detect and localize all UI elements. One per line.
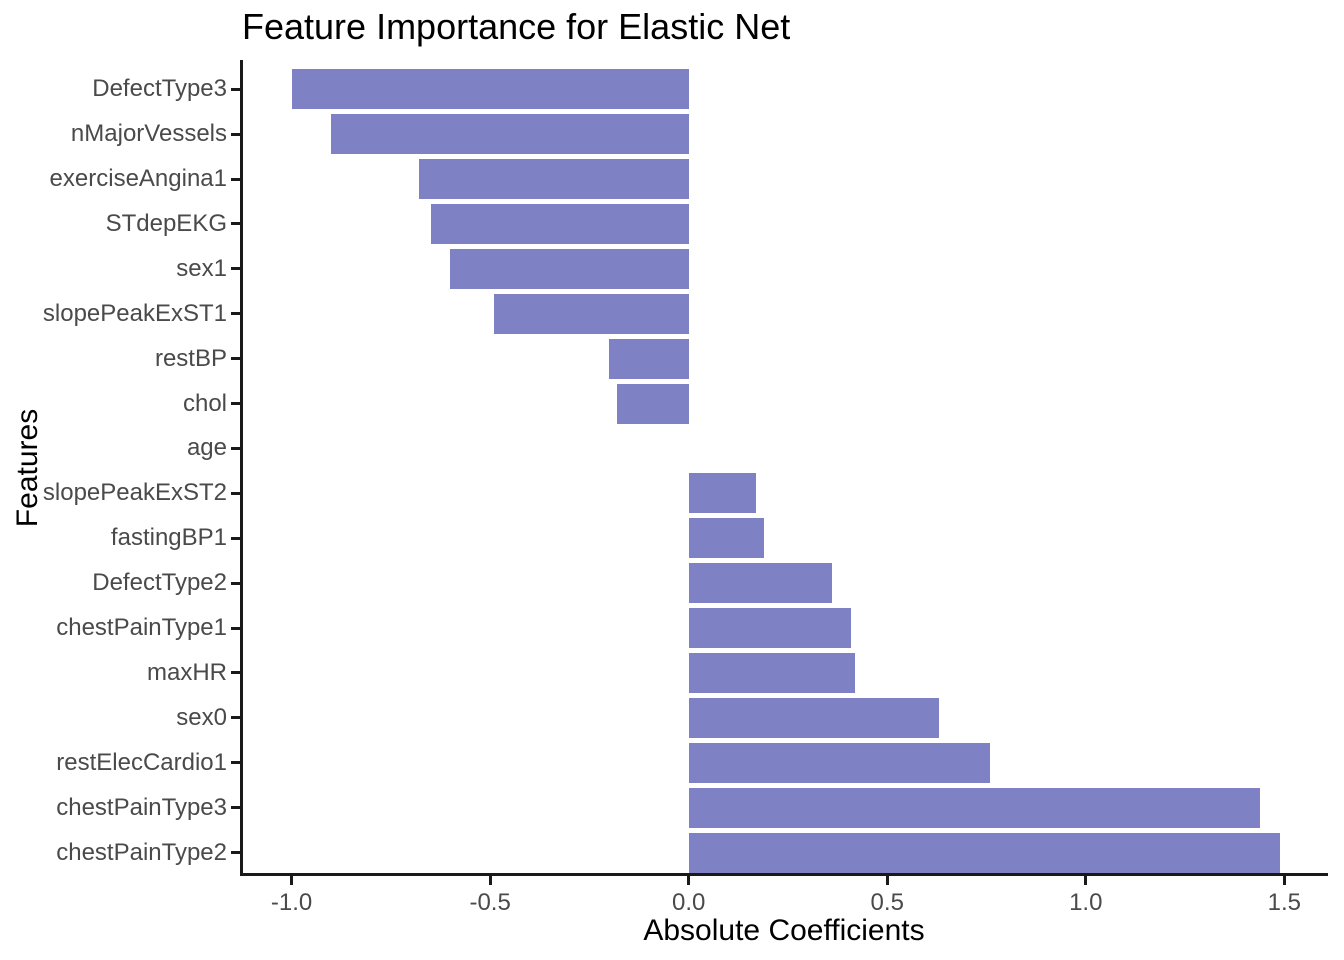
bar xyxy=(688,518,765,559)
x-axis-tick xyxy=(488,876,492,885)
bar xyxy=(688,563,832,604)
bar xyxy=(494,293,689,334)
y-tick-label: fastingBP1 xyxy=(110,524,227,552)
x-tick-label: -1.0 xyxy=(270,889,313,916)
x-axis-tick xyxy=(1084,876,1088,885)
y-tick-label: chestPainType1 xyxy=(56,614,227,641)
x-axis-tick xyxy=(687,876,691,885)
y-axis-tick xyxy=(231,357,240,361)
y-axis-tick xyxy=(231,716,240,720)
bar xyxy=(688,473,757,514)
y-axis-tick xyxy=(231,536,240,540)
y-axis-tick xyxy=(231,581,240,585)
y-axis-tick xyxy=(231,87,240,91)
y-tick-label: chestPainType2 xyxy=(56,838,227,866)
y-axis-line xyxy=(240,60,243,876)
y-tick-label: restBP xyxy=(154,344,227,372)
y-tick-label: slopePeakExST1 xyxy=(42,299,227,327)
bar xyxy=(450,248,689,289)
x-axis-tick xyxy=(1282,876,1286,885)
y-axis-tick xyxy=(231,312,240,316)
bar xyxy=(688,742,991,783)
y-tick-label: chol xyxy=(182,389,227,417)
y-axis-tick xyxy=(231,851,240,854)
bar xyxy=(291,69,689,110)
y-tick-label: nMajorVessels xyxy=(70,120,227,148)
y-axis-tick xyxy=(231,402,240,405)
bar xyxy=(688,697,939,738)
y-tick-label: age xyxy=(186,434,227,462)
y-tick-label: sex0 xyxy=(176,703,227,731)
bar xyxy=(688,652,856,693)
bar xyxy=(617,383,689,424)
y-axis-tick xyxy=(231,267,240,271)
y-tick-label: sex1 xyxy=(176,254,227,282)
x-tick-label: 1.0 xyxy=(1069,889,1103,916)
y-axis-tick xyxy=(231,806,240,810)
y-tick-label: slopePeakExST2 xyxy=(42,479,227,507)
x-tick-label: 1.5 xyxy=(1267,889,1301,916)
y-tick-label: chestPainType3 xyxy=(56,793,227,821)
bar xyxy=(688,832,1281,873)
y-tick-label: STdepEKG xyxy=(105,209,227,237)
chart-title: Feature Importance for Elastic Net xyxy=(242,6,791,47)
y-axis-tick xyxy=(231,446,240,450)
y-axis-title: Features xyxy=(11,408,44,528)
x-tick-label: 0.0 xyxy=(672,889,706,916)
bar xyxy=(688,787,1261,828)
y-tick-label: maxHR xyxy=(146,658,227,686)
x-axis-tick xyxy=(885,876,889,885)
bar xyxy=(331,114,689,155)
y-axis-tick xyxy=(231,132,240,136)
y-axis-tick xyxy=(231,222,240,226)
bar xyxy=(609,338,689,379)
y-axis-tick xyxy=(231,761,240,765)
x-tick-label: 0.5 xyxy=(870,889,904,916)
x-axis-line xyxy=(240,873,1328,876)
y-axis-tick xyxy=(231,491,240,495)
x-tick-label: -0.5 xyxy=(469,889,511,916)
y-axis-tick xyxy=(231,177,240,181)
y-tick-label: restElecCardio1 xyxy=(56,748,227,776)
bar xyxy=(688,608,852,648)
bar xyxy=(418,159,689,199)
y-tick-label: DefectType3 xyxy=(92,75,227,103)
y-axis-tick xyxy=(231,626,240,630)
x-axis-title: Absolute Coefficients xyxy=(643,914,925,947)
bar xyxy=(430,203,689,244)
y-tick-label: DefectType2 xyxy=(92,569,227,597)
y-tick-label: exerciseAngina1 xyxy=(49,165,227,192)
y-axis-tick xyxy=(231,671,240,675)
x-axis-tick xyxy=(290,876,294,885)
